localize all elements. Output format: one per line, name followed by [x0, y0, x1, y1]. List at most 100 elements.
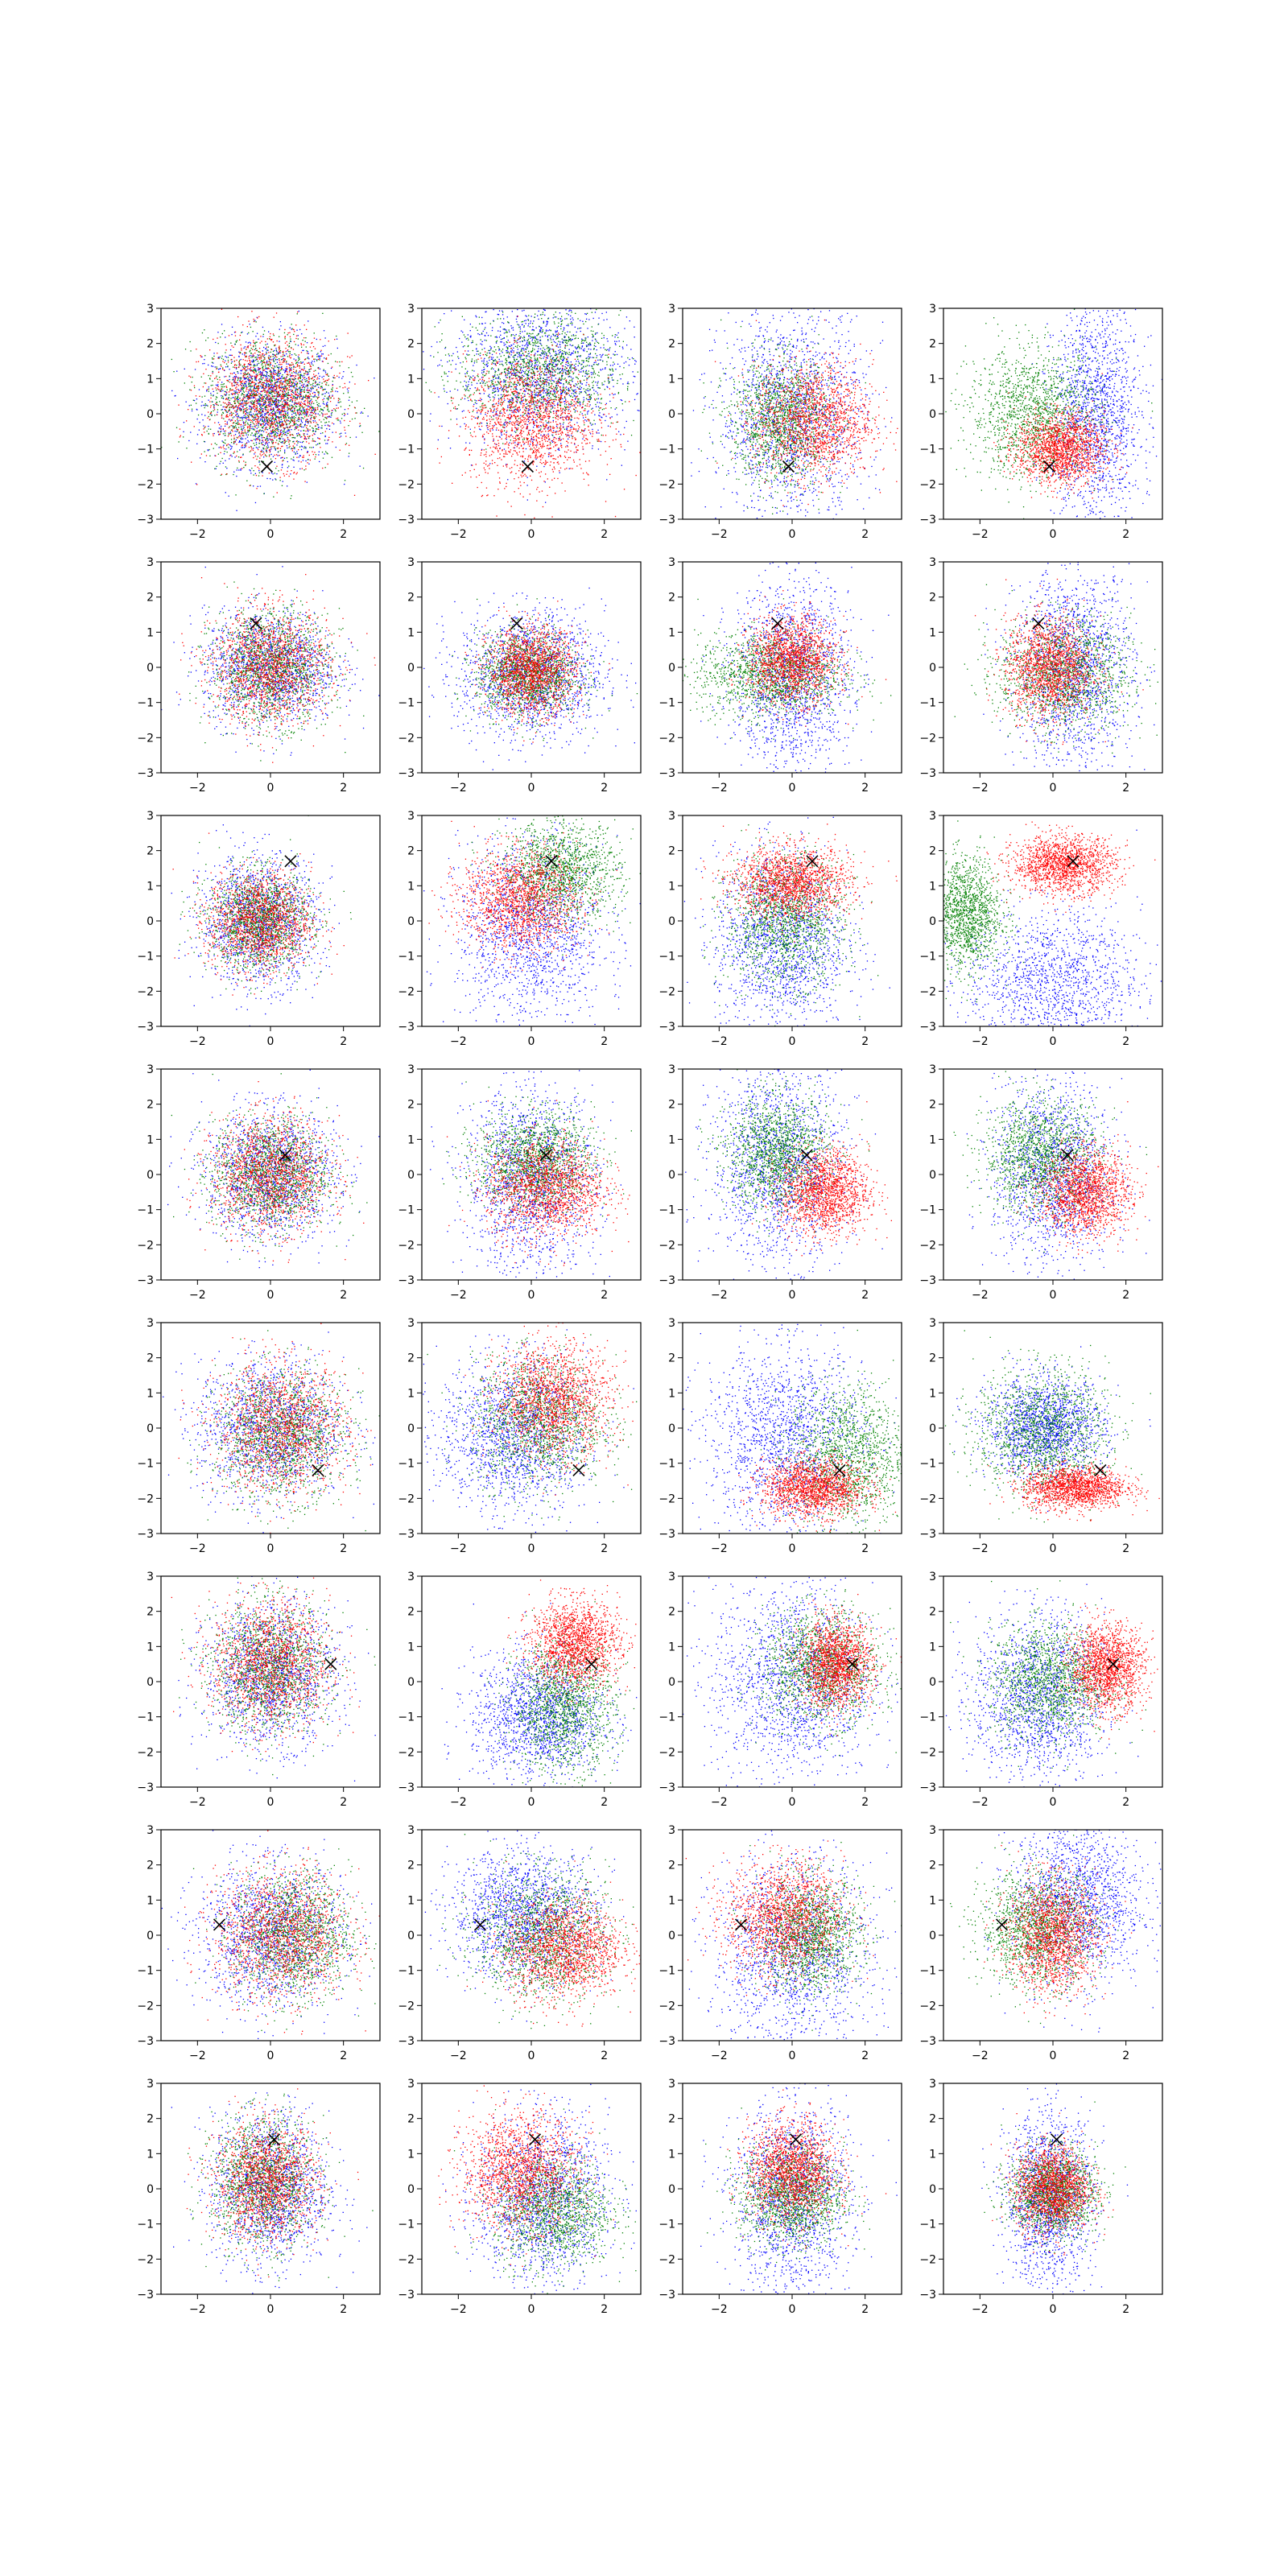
data-point-blue — [296, 330, 297, 331]
data-point-red — [326, 406, 327, 407]
data-point-blue — [196, 409, 197, 410]
data-point-red — [306, 427, 307, 428]
data-point-blue — [568, 404, 569, 405]
data-point-blue — [269, 442, 270, 443]
data-point-red — [247, 326, 248, 327]
data-point-blue — [513, 348, 514, 349]
data-point-blue — [274, 350, 275, 351]
data-point-blue — [507, 479, 508, 480]
data-point-green — [308, 392, 309, 393]
data-point-blue — [547, 380, 548, 381]
data-point-blue — [253, 435, 254, 436]
data-point-green — [269, 364, 270, 365]
data-point-green — [363, 468, 364, 469]
data-point-green — [208, 416, 209, 417]
data-point-blue — [265, 394, 266, 395]
data-point-red — [248, 363, 249, 364]
data-point-blue — [559, 341, 560, 342]
data-point-green — [264, 357, 265, 358]
data-point-red — [320, 388, 321, 389]
data-point-green — [204, 407, 205, 408]
data-point-blue — [333, 423, 334, 424]
data-point-green — [290, 421, 291, 422]
data-point-red — [243, 368, 244, 369]
data-point-green — [320, 409, 321, 410]
data-point-green — [301, 414, 302, 415]
data-point-green — [211, 415, 212, 416]
data-point-red — [280, 477, 281, 478]
data-point-red — [235, 378, 236, 379]
data-point-green — [267, 421, 268, 422]
data-point-blue — [287, 467, 288, 468]
data-point-green — [232, 379, 233, 380]
data-point-red — [303, 337, 304, 338]
data-point-red — [290, 410, 291, 411]
data-point-green — [283, 415, 284, 416]
data-point-red — [297, 382, 298, 383]
data-point-blue — [246, 417, 247, 418]
data-point-blue — [368, 415, 369, 416]
data-point-blue — [242, 426, 243, 427]
data-point-red — [241, 408, 242, 409]
data-point-blue — [620, 434, 621, 435]
data-point-green — [281, 419, 282, 420]
data-point-blue — [564, 319, 565, 320]
data-point-green — [286, 441, 287, 442]
data-point-green — [292, 392, 293, 393]
data-point-blue — [476, 316, 477, 317]
data-point-red — [313, 422, 314, 423]
data-point-blue — [248, 419, 249, 420]
data-point-blue — [608, 378, 609, 379]
data-point-red — [227, 416, 228, 417]
data-point-green — [338, 419, 339, 420]
data-point-red — [265, 427, 266, 428]
data-point-green — [317, 424, 318, 425]
data-point-red — [238, 460, 239, 461]
data-point-blue — [558, 379, 559, 380]
data-point-blue — [339, 377, 340, 378]
data-point-green — [280, 442, 281, 443]
data-point-green — [252, 400, 253, 401]
data-point-blue — [243, 428, 244, 429]
data-point-green — [295, 452, 296, 453]
data-point-blue — [206, 390, 207, 391]
data-point-red — [303, 433, 304, 434]
data-point-green — [229, 410, 230, 411]
data-point-blue — [277, 385, 278, 386]
data-point-red — [225, 399, 226, 400]
data-point-red — [289, 355, 290, 356]
data-point-blue — [546, 326, 547, 327]
data-point-blue — [335, 390, 336, 391]
data-point-blue — [564, 403, 565, 404]
data-point-blue — [300, 403, 301, 404]
data-point-blue — [274, 357, 275, 358]
data-point-blue — [298, 441, 299, 442]
data-point-green — [277, 404, 278, 405]
data-point-blue — [326, 428, 327, 429]
data-point-blue — [543, 390, 544, 391]
data-point-red — [355, 412, 356, 413]
data-point-red — [281, 364, 282, 365]
data-point-blue — [247, 431, 248, 432]
data-point-green — [258, 372, 259, 373]
data-point-red — [232, 419, 233, 420]
data-point-red — [188, 376, 189, 377]
data-point-red — [297, 365, 298, 366]
data-point-red — [314, 440, 315, 441]
data-point-blue — [291, 414, 292, 415]
data-point-green — [190, 350, 191, 351]
data-point-green — [294, 366, 295, 367]
data-point-green — [221, 414, 222, 415]
data-point-green — [313, 403, 314, 404]
data-point-green — [242, 387, 243, 388]
data-point-red — [298, 378, 299, 379]
data-point-blue — [295, 454, 296, 455]
data-point-blue — [301, 333, 302, 334]
data-point-red — [287, 404, 288, 405]
data-point-blue — [297, 453, 298, 454]
data-point-red — [243, 411, 244, 412]
data-point-red — [308, 379, 309, 380]
data-point-red — [258, 316, 259, 317]
data-point-blue — [270, 454, 271, 455]
data-point-red — [266, 347, 267, 348]
